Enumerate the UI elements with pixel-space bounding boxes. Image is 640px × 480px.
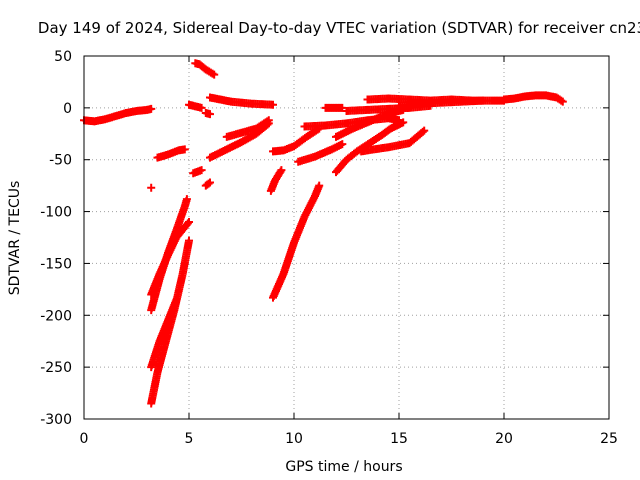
data-point [172,295,181,304]
data-point [338,103,347,112]
axis-ticks: 0 5 10 15 20 25 -300 -250 -200 -150 -100 -50 0 50 [40,49,618,447]
data-point [185,217,193,226]
data-point [557,96,566,105]
data-point [418,127,427,136]
data-point [210,70,219,79]
y-tick-label: -150 [40,256,72,272]
data-point [182,195,191,204]
x-tick-label: 15 [390,431,408,447]
x-tick-label: 25 [600,431,618,447]
data-point [206,110,214,119]
data-point [420,126,429,135]
chart-title: Day 149 of 2024, Sidereal Day-to-day VTE… [38,19,640,37]
series-arc-28 [500,91,567,106]
plot-frame [83,55,610,420]
data-point [269,100,277,109]
x-tick-label: 10 [285,431,303,447]
y-tick-label: -50 [49,153,72,169]
y-tick-label: -250 [40,360,72,376]
data-point [315,181,324,190]
data-point [263,117,272,126]
series-arc-05 [147,217,193,299]
series-arc-15 [222,116,273,141]
data-point [180,145,189,154]
series-arc-02 [147,183,156,192]
data-point [206,178,214,187]
series-arc-17 [269,181,324,302]
series-arc-10 [201,178,214,190]
x-tick-label: 5 [185,431,194,447]
series-arc-27 [395,96,487,110]
series-arc-21 [321,103,347,112]
x-tick-label: 0 [80,431,89,447]
y-axis-label: SDTVAR / TECUs [7,181,23,296]
series-arc-16 [266,166,286,195]
series-arc-24 [357,126,429,156]
x-tick-label: 20 [495,431,513,447]
data-point [197,166,206,175]
series-arc-12 [201,109,214,119]
y-tick-label: -300 [40,412,72,428]
data-point [197,103,206,112]
series-arc-13 [206,93,277,109]
data-point [147,183,156,192]
data-point [147,104,156,113]
data-point [264,116,273,125]
y-tick-label: 50 [54,49,72,65]
series-arc-07 [147,295,181,372]
x-axis-label: GPS time / hours [285,459,402,475]
data-point [558,97,567,106]
series-arc-03 [153,145,189,162]
series-arc-11 [185,100,206,112]
series-arc-09 [189,166,206,178]
y-tick-label: 0 [63,101,72,117]
data-point [185,236,193,245]
data-point [338,140,347,149]
data-point [399,118,408,127]
y-tick-label: -100 [40,205,72,221]
series-arc-08 [191,59,219,79]
series-arc-01 [80,104,156,126]
data-points [80,59,567,408]
data-point [204,179,213,188]
y-tick-label: -200 [40,308,72,324]
data-point [277,166,286,175]
data-point [479,96,487,105]
series-arc-19 [294,140,347,166]
data-point [183,219,192,228]
